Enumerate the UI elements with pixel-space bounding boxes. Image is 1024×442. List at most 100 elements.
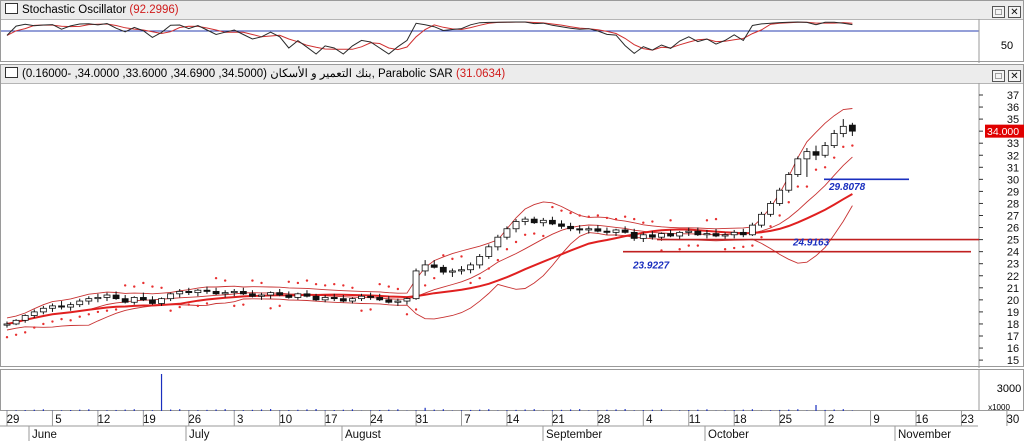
day-label: 16	[916, 414, 929, 426]
symbol-name: بنك التعمير و الأسكان	[270, 68, 371, 80]
sar-dot	[324, 284, 326, 286]
close-icon[interactable]: ✕	[1008, 70, 1021, 82]
candle-body	[586, 229, 592, 230]
sar-dot	[533, 232, 535, 234]
candle-body	[831, 134, 837, 146]
candle-body	[768, 203, 774, 214]
candle-body	[349, 299, 355, 301]
sar-dot	[251, 279, 253, 281]
day-label: 24	[370, 414, 383, 426]
candle-body	[531, 219, 537, 223]
candle-body	[486, 247, 492, 257]
candle-body	[704, 234, 710, 235]
candle-body	[22, 316, 28, 321]
sar-dot	[315, 283, 317, 285]
candle-body	[140, 297, 146, 299]
candle-body	[840, 126, 846, 133]
candle-body	[459, 270, 465, 271]
sar-dot	[351, 287, 353, 289]
candle-body	[213, 291, 219, 293]
close-icon[interactable]: ✕	[1008, 6, 1021, 18]
sar-dot	[79, 316, 81, 318]
sar-dot	[478, 277, 480, 279]
candle-body	[822, 146, 828, 156]
sar-dot	[760, 236, 762, 238]
annotation-29-8078: 29.8078	[828, 182, 866, 193]
sar-dot	[651, 220, 653, 222]
price-tick-label: 20	[1007, 295, 1019, 307]
sar-dot	[233, 305, 235, 307]
candle-body	[377, 297, 383, 299]
candle-body	[304, 294, 310, 296]
sar-dot	[115, 308, 117, 310]
candle-body	[159, 299, 165, 304]
candle-body	[331, 297, 337, 298]
candle-body	[204, 290, 210, 291]
day-label: 14	[507, 414, 520, 426]
candle-body	[604, 231, 610, 232]
sar-dot	[15, 334, 17, 336]
day-label: 23	[961, 414, 974, 426]
candle-body	[259, 295, 265, 296]
price-tick-label: 21	[1007, 283, 1019, 295]
month-label: August	[345, 429, 382, 441]
candle-body	[504, 229, 510, 237]
sar-dot	[124, 284, 126, 286]
sar-dot	[306, 279, 308, 281]
sar-dot	[142, 282, 144, 284]
sar-dot	[806, 185, 808, 187]
sar-dot	[724, 248, 726, 250]
ohlc-values: (34.5000, 34.6900, 33.6000, 34.0000, -0.…	[22, 68, 267, 80]
price-tick-label: 35	[1007, 114, 1019, 126]
candle-body	[277, 293, 283, 295]
sar-dot	[460, 255, 462, 257]
price-plot: 23.9227 24.9163 29.8078 1516171819202122…	[1, 83, 1024, 368]
candle-body	[404, 299, 410, 301]
candle-body	[695, 231, 701, 235]
day-label: 17	[325, 414, 338, 426]
candle-body	[468, 265, 474, 270]
price-title-bar: بنك التعمير و الأسكان (34.5000, 34.6900,…	[1, 65, 1023, 84]
maximize-icon[interactable]: □	[992, 70, 1005, 82]
sar-dot	[333, 283, 335, 285]
candle-body	[758, 214, 764, 225]
pane-checkbox-icon[interactable]	[5, 67, 18, 78]
candle-body	[786, 175, 792, 191]
candle-body	[622, 230, 628, 232]
sar-dot	[97, 311, 99, 313]
day-label: 18	[734, 414, 747, 426]
candle-body	[359, 296, 365, 298]
sar-dot	[678, 248, 680, 250]
sar-dot	[769, 225, 771, 227]
candle-body	[731, 232, 737, 234]
pane-checkbox-icon[interactable]	[5, 3, 18, 14]
price-tick-label: 16	[1007, 343, 1019, 355]
sar-dot	[206, 302, 208, 304]
candle-body	[149, 300, 155, 304]
candle-body	[368, 296, 374, 297]
sar-dot	[669, 219, 671, 221]
sar-dot	[188, 303, 190, 305]
sar-dot	[24, 331, 26, 333]
price-tick-label: 28	[1007, 198, 1019, 210]
candle-body	[804, 152, 810, 159]
sar-dot	[442, 254, 444, 256]
sar-dot	[215, 277, 217, 279]
candle-body	[577, 229, 583, 230]
sar-dot	[60, 318, 62, 320]
annotation-23-9227: 23.9227	[632, 261, 670, 272]
sar-dot	[388, 285, 390, 287]
sar-dot	[788, 201, 790, 203]
sar-dot	[851, 144, 853, 146]
sar-dot	[269, 307, 271, 309]
candle-body	[640, 235, 646, 239]
sar-dot	[824, 166, 826, 168]
sar-dot	[697, 244, 699, 246]
price-tick-label: 27	[1007, 211, 1019, 223]
day-label: 4	[646, 414, 653, 426]
day-label: 10	[279, 414, 292, 426]
candle-body	[440, 267, 446, 272]
candle-body	[668, 234, 674, 236]
sar-dot	[151, 285, 153, 287]
maximize-icon[interactable]: □	[992, 6, 1005, 18]
